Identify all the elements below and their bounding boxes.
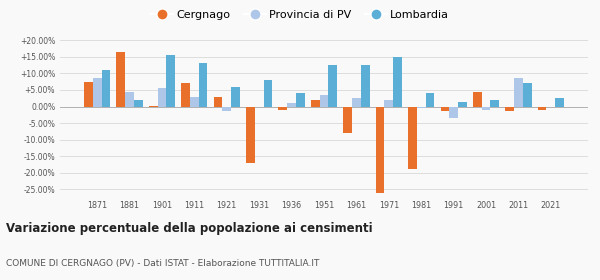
Bar xyxy=(231,87,240,106)
Bar xyxy=(181,83,190,106)
Bar xyxy=(343,106,352,133)
Bar xyxy=(523,83,532,106)
Bar xyxy=(116,52,125,106)
Bar xyxy=(352,98,361,106)
Bar xyxy=(408,106,417,169)
Bar xyxy=(425,93,434,106)
Bar xyxy=(125,92,134,106)
Bar xyxy=(134,100,143,106)
Bar xyxy=(473,92,482,106)
Bar xyxy=(376,106,385,193)
Bar xyxy=(93,78,101,106)
Legend: Cergnago, Provincia di PV, Lombardia: Cergnago, Provincia di PV, Lombardia xyxy=(146,6,454,24)
Bar xyxy=(263,80,272,106)
Bar xyxy=(361,65,370,106)
Bar xyxy=(490,100,499,106)
Bar xyxy=(440,106,449,111)
Bar xyxy=(328,65,337,106)
Bar xyxy=(538,106,547,110)
Bar xyxy=(166,55,175,106)
Bar xyxy=(246,106,255,163)
Text: COMUNE DI CERGNAGO (PV) - Dati ISTAT - Elaborazione TUTTITALIA.IT: COMUNE DI CERGNAGO (PV) - Dati ISTAT - E… xyxy=(6,259,319,268)
Bar xyxy=(482,106,490,110)
Bar xyxy=(385,100,393,106)
Bar xyxy=(278,106,287,110)
Bar xyxy=(84,82,93,106)
Bar xyxy=(505,106,514,111)
Text: Variazione percentuale della popolazione ai censimenti: Variazione percentuale della popolazione… xyxy=(6,222,373,235)
Bar xyxy=(449,106,458,118)
Bar xyxy=(214,97,223,106)
Bar xyxy=(101,70,110,106)
Bar xyxy=(417,106,425,108)
Bar xyxy=(458,102,467,106)
Bar xyxy=(320,95,328,106)
Bar xyxy=(199,64,208,106)
Bar xyxy=(296,93,305,106)
Bar xyxy=(311,100,320,106)
Bar xyxy=(555,98,564,106)
Bar xyxy=(514,78,523,106)
Bar xyxy=(223,106,231,111)
Bar xyxy=(190,97,199,106)
Bar xyxy=(287,103,296,106)
Bar xyxy=(393,57,402,106)
Bar xyxy=(158,88,166,106)
